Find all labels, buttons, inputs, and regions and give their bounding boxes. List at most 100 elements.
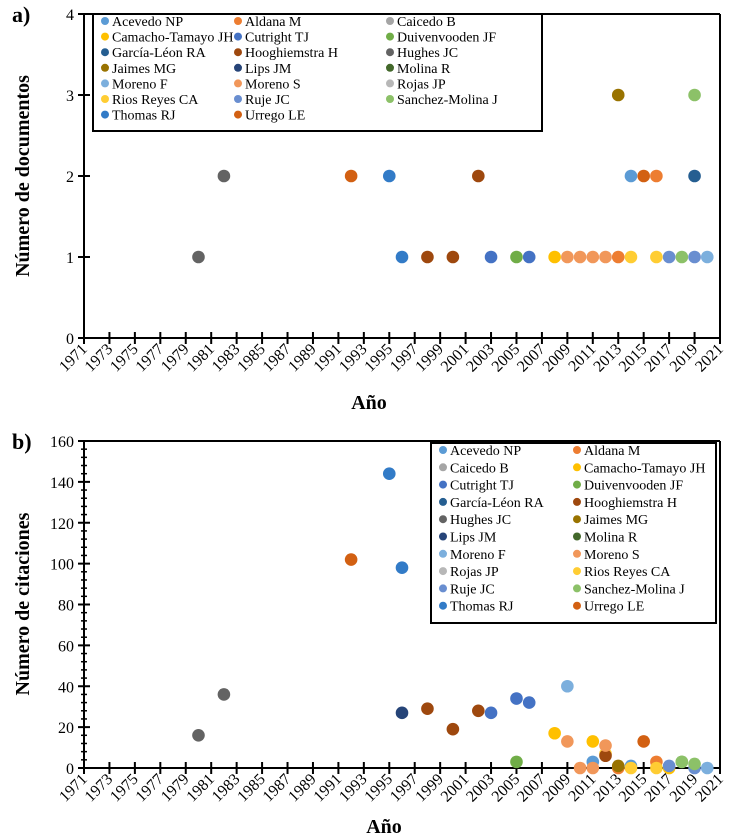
legend-marker [439, 480, 447, 489]
legend-marker [439, 497, 447, 506]
data-point [561, 735, 574, 748]
legend-marker [573, 480, 581, 489]
legend-marker [101, 95, 109, 103]
legend-item: Aldana M [573, 444, 641, 459]
data-point [510, 250, 523, 264]
legend-label: Camacho-Tamayo JH [584, 461, 705, 476]
data-point [675, 755, 689, 769]
data-point [624, 169, 638, 183]
panel-label-a: a) [12, 2, 30, 27]
legend-label: Caicedo B [397, 15, 456, 30]
data-point [395, 250, 409, 264]
legend-marker [439, 446, 447, 454]
legend-item: García-Léon RA [439, 496, 545, 511]
legend-marker [573, 584, 581, 593]
legend-label: Moreno F [112, 77, 168, 92]
legend-label: Moreno S [584, 548, 640, 563]
data-point [395, 561, 409, 575]
legend-marker [234, 63, 242, 72]
y-tick-label: 4 [66, 7, 74, 24]
legend-box [430, 442, 717, 624]
legend-marker [439, 532, 447, 541]
legend-label: Rios Reyes CA [112, 93, 199, 108]
legend-label: Hooghiemstra H [584, 496, 677, 511]
data-point [586, 250, 600, 264]
y-tick-label: 0 [66, 761, 74, 778]
data-point [586, 761, 600, 775]
legend-marker [386, 79, 394, 88]
legend-item: Duivenvooden JF [573, 479, 683, 494]
legend-label: Cutright TJ [245, 31, 309, 46]
x-axis-title-b: Año [366, 816, 402, 837]
y-tick-label: 2 [66, 169, 74, 186]
legend-marker [439, 601, 447, 610]
points-a [192, 88, 714, 264]
legend-label: Ruje JC [450, 582, 495, 597]
legend-item: Cutright TJ [234, 31, 309, 46]
data-point [688, 88, 701, 102]
legend-label: Ruje JC [245, 93, 290, 108]
y-tick-labels-a: 0 1 2 3 4 [66, 7, 74, 348]
x-tick-label: 2021 [692, 771, 727, 806]
legend-label: Sanchez-Molina J [584, 582, 685, 597]
legend-item: Acevedo NP [439, 444, 521, 459]
x-tick-labels-a: 1971197319751977197919811983198519871989… [56, 341, 727, 376]
legend-item: Caicedo B [439, 461, 509, 476]
data-point [675, 250, 689, 264]
data-point [421, 702, 434, 716]
legend-item: García-Léon RA [101, 46, 207, 61]
legend-label: Aldana M [245, 15, 302, 30]
legend-label: Lips JM [450, 531, 497, 546]
data-point [688, 169, 701, 183]
legend-marker [101, 63, 109, 72]
y-tick-label: 0 [66, 331, 74, 348]
legend-label: Hughes JC [450, 513, 511, 528]
legend-label: Urrego LE [584, 600, 644, 615]
data-point [344, 169, 358, 183]
data-point [599, 749, 612, 763]
legend-marker [101, 79, 109, 88]
legend-marker [573, 515, 581, 524]
data-point [688, 250, 701, 264]
legend-item: Hooghiemstra H [573, 496, 677, 511]
y-tick-label: 140 [50, 475, 74, 492]
legend-marker [101, 32, 109, 41]
legend-marker [573, 446, 581, 454]
data-point [599, 250, 612, 264]
legend-label: Jaimes MG [584, 513, 648, 528]
legend-marker [439, 549, 447, 558]
legend-item: Ruje JC [234, 93, 290, 108]
data-point [522, 250, 536, 264]
data-point [548, 250, 561, 264]
x-tick-labels-b: 1971197319751977197919811983198519871989… [56, 771, 727, 806]
data-point [700, 761, 714, 775]
data-point [624, 250, 638, 264]
y-tick-label: 80 [58, 598, 74, 615]
x-axis-title-a: Año [351, 392, 387, 414]
legend-item: Urrego LE [234, 109, 305, 124]
legend-item: Rojas JP [386, 77, 446, 92]
legend-label: Urrego LE [245, 109, 305, 124]
legend-item: Rojas JP [439, 565, 499, 580]
chart-a: a) Número de documentos Año 197119731975… [12, 2, 727, 414]
legend-marker [101, 17, 109, 25]
data-point [382, 467, 396, 481]
data-point [586, 735, 600, 748]
data-point [382, 169, 396, 183]
points-b [192, 467, 714, 775]
x-tick-label: 2011 [565, 341, 599, 375]
legend-marker [234, 48, 242, 57]
legend-item: Lips JM [234, 62, 292, 77]
legend-marker [234, 110, 242, 119]
data-point [624, 761, 638, 775]
legend-item: Hughes JC [386, 46, 458, 61]
data-point [421, 250, 434, 264]
legend-label: Thomas RJ [450, 600, 514, 615]
legend-label: Rios Reyes CA [584, 565, 671, 580]
legend-marker [234, 95, 242, 103]
data-point [217, 169, 231, 183]
legend-item: Aldana M [234, 15, 302, 30]
data-point [650, 761, 663, 775]
data-point [688, 757, 701, 771]
legend-b: Acevedo NP Aldana M Caicedo B Camacho-Tamay… [430, 442, 717, 624]
